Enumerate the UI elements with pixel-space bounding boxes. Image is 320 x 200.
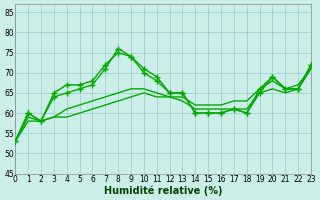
X-axis label: Humidité relative (%): Humidité relative (%) (104, 185, 222, 196)
